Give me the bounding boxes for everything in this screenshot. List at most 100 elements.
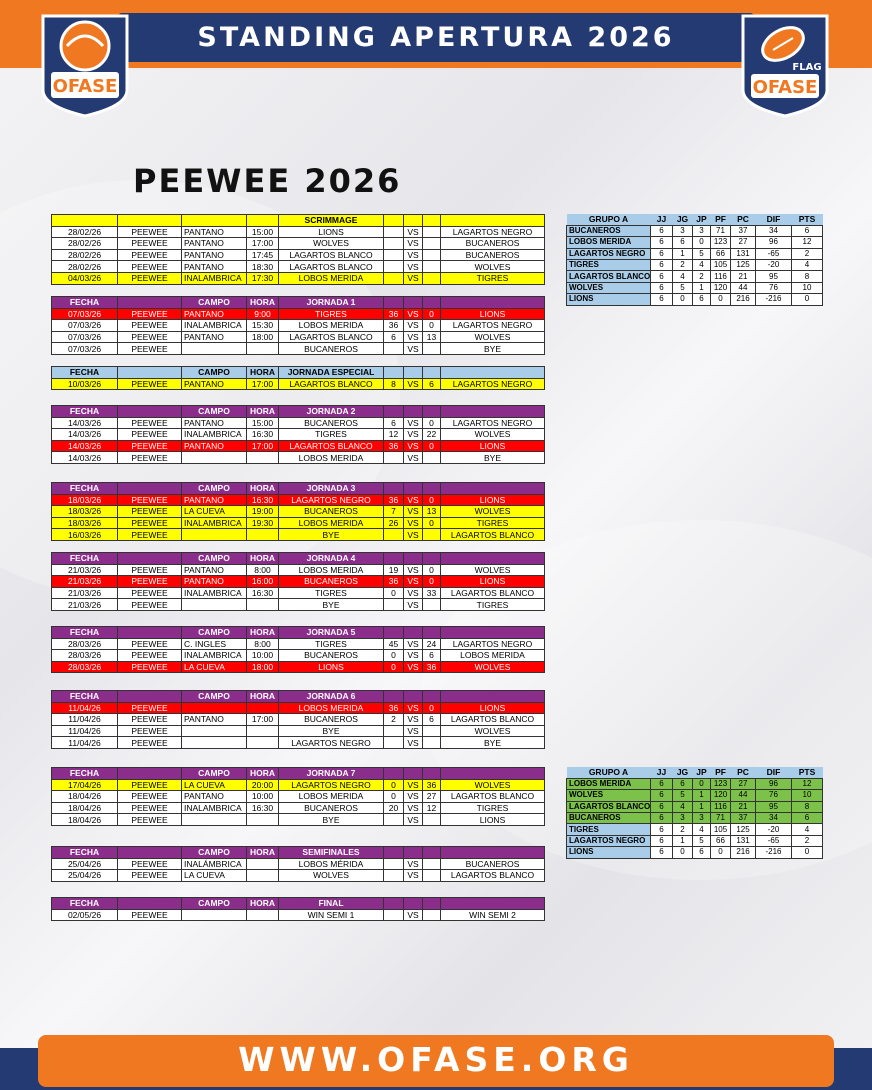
schedule-cell: PANTANO [181, 416, 247, 430]
schedule-header-cell: JORNADA 6 [278, 690, 384, 703]
schedule-cell: LIONS [440, 813, 545, 826]
schedule-header-cell: SEMIFINALES [278, 846, 384, 859]
logo-text: OFASE [753, 77, 818, 98]
schedule-cell: 07/03/26 [51, 342, 118, 355]
schedule-cell: VS [403, 649, 423, 662]
standings-stat: 6 [650, 270, 673, 283]
standings-stat: -216 [755, 293, 792, 306]
schedule-cell [422, 528, 441, 541]
standings-row: LAGARTOS BLANCO 6 4 1 116 21 95 8 [566, 800, 823, 814]
schedule-cell: 11/04/26 [51, 701, 118, 715]
standings-stat: 120 [710, 281, 731, 295]
schedule-header-cell [117, 897, 182, 910]
schedule-header-cell [440, 767, 545, 780]
schedule-cell: 27 [422, 790, 441, 803]
standings-stat: 10 [791, 789, 823, 802]
schedule-row: 11/04/26 PEEWEE PANTANO 17:00 BUCANEROS 2 VS 6 L… [51, 713, 545, 726]
schedule-cell: PANTANO [181, 439, 247, 453]
schedule-cell: 6 [422, 649, 441, 662]
schedule-cell: 0 [422, 701, 441, 715]
schedule-cell: PANTANO [181, 260, 247, 273]
schedule-cell: INALAMBRICA [181, 319, 247, 332]
standings-stat: 2 [672, 823, 693, 836]
schedule-cell: 0 [422, 563, 441, 577]
schedule-cell [422, 736, 441, 749]
standings-stat: 0 [672, 293, 693, 306]
schedule-header-cell [403, 366, 423, 379]
schedule-cell: 14/03/26 [51, 416, 118, 430]
schedule-cell: TIGRES [278, 307, 384, 321]
standings-team: LIONS [566, 846, 651, 859]
schedule-header-row: FECHA CAMPO HORA JORNADA 1 [51, 296, 545, 309]
schedule-header-cell: CAMPO [181, 366, 247, 379]
schedule-header-cell [117, 767, 182, 780]
schedule-cell: VS [403, 857, 423, 871]
schedule-row: 14/03/26 PEEWEE PANTANO 17:00 LAGARTOS BLANC… [51, 439, 545, 453]
schedule-cell: VS [403, 439, 423, 453]
schedule-header-cell [440, 214, 545, 227]
schedule-cell: LAGARTOS BLANCO [278, 330, 384, 344]
standings-stat: 6 [791, 812, 823, 825]
schedule-cell: INALAMBRICA [181, 801, 247, 815]
schedule-cell: VS [403, 778, 423, 792]
schedule-cell: PEEWEE [117, 260, 182, 273]
logo-flag-text: FLAG [792, 62, 821, 73]
standings-stat: 12 [791, 777, 823, 791]
schedule-row: 14/03/26 PEEWEE LOBOS MERIDA VS BYE [51, 451, 545, 464]
schedule-header-cell: HORA [246, 690, 279, 703]
standings-team: WOLVES [566, 281, 651, 295]
standings-stat: 120 [710, 789, 731, 802]
schedule-cell: 0 [422, 493, 441, 507]
standings-stat: 95 [755, 270, 792, 283]
standings-stat: 6 [650, 236, 673, 249]
schedule-row: 04/03/26 PEEWEE INALAMBRICA 17:30 LOBOS MERI… [51, 271, 545, 285]
schedule-cell: LOBOS MERIDA [278, 563, 384, 577]
standings-stat: 0 [672, 846, 693, 859]
schedule-header-cell: JORNADA 4 [278, 552, 384, 565]
schedule-header-cell [403, 846, 423, 859]
schedule-cell [246, 451, 279, 464]
schedule-cell: 15:00 [246, 416, 279, 430]
schedule-cell: VS [403, 493, 423, 507]
website-link[interactable]: WWW.OFASE.ORG [238, 1040, 634, 1079]
standings-stat: 27 [730, 236, 756, 249]
schedule-cell: 28/03/26 [51, 649, 118, 662]
schedule-cell: 0 [383, 586, 404, 600]
schedule-table: FECHA CAMPO HORA JORNADA 7 17/04/26 PEEWEE LA … [51, 767, 545, 826]
schedule-cell: LOBOS MERIDA [278, 319, 384, 332]
standings-stat: 105 [710, 823, 731, 836]
schedule-cell: LAGARTOS BLANCO [440, 713, 545, 726]
schedule-cell: 0 [422, 516, 441, 530]
schedule-cell: 07/03/26 [51, 307, 118, 321]
schedule-header-cell [246, 214, 279, 227]
standings-stat: 37 [730, 812, 756, 825]
schedule-cell: WOLVES [440, 563, 545, 577]
schedule-cell: PEEWEE [117, 778, 182, 792]
schedule-header-cell [422, 366, 441, 379]
standings-stat: 125 [730, 259, 756, 272]
standings-stat: 10 [791, 281, 823, 295]
schedule-header-cell: CAMPO [181, 690, 247, 703]
standings-stat: 3 [672, 224, 693, 238]
schedule-cell: 0 [422, 439, 441, 453]
schedule-cell: BUCANEROS [278, 649, 384, 662]
schedule-cell: PEEWEE [117, 586, 182, 600]
schedule-cell: 18:00 [246, 660, 279, 674]
standings-stat: 6 [650, 259, 673, 272]
schedule-cell [422, 857, 441, 871]
schedule-table: FECHA CAMPO HORA JORNADA 2 14/03/26 PEEWEE PAN… [51, 405, 545, 464]
standings-stat: 6 [672, 777, 693, 791]
schedule-header-cell [422, 767, 441, 780]
schedule-row: 14/03/26 PEEWEE INALAMBRICA 16:30 TIGRES 12 VS… [51, 428, 545, 441]
standings-stat: 1 [692, 789, 711, 802]
standings-stat: -20 [755, 259, 792, 272]
schedule-row: 21/03/26 PEEWEE INALAMBRICA 16:30 TIGRES 0 VS 3… [51, 586, 545, 600]
schedule-cell: LOBOS MERIDA [278, 271, 384, 285]
schedule-header-cell: JORNADA 7 [278, 767, 384, 780]
schedule-cell: PEEWEE [117, 857, 182, 871]
schedule-cell: TIGRES [278, 428, 384, 441]
schedule-header-cell: HORA [246, 846, 279, 859]
schedule-cell: LAGARTOS NEGRO [278, 778, 384, 792]
standings-stat: -216 [755, 846, 792, 859]
schedule-cell: WOLVES [278, 869, 384, 882]
